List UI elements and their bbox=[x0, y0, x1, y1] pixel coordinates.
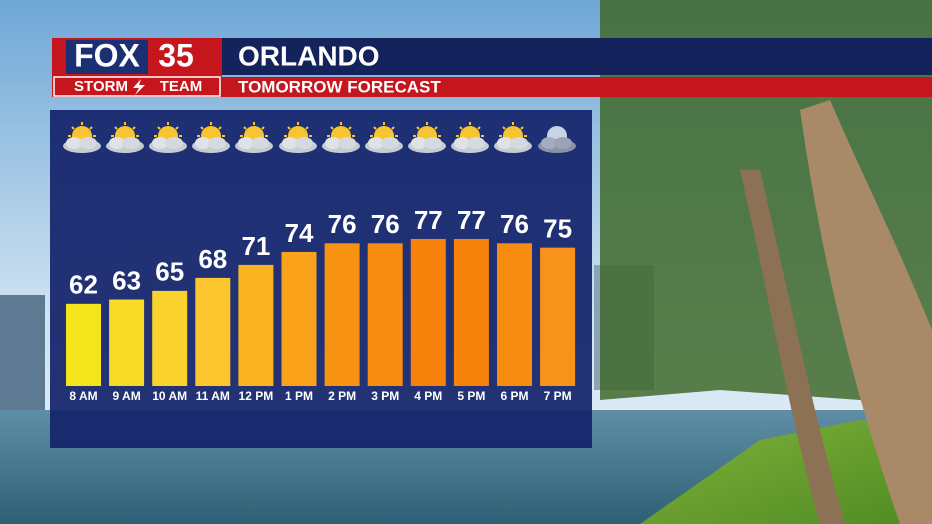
x-tick-label: 10 AM bbox=[152, 389, 187, 403]
data-label: 62 bbox=[69, 270, 98, 300]
chart-title: ORLANDO bbox=[238, 40, 380, 71]
palm-trunk bbox=[740, 170, 845, 524]
data-label: 77 bbox=[414, 205, 443, 235]
bar bbox=[109, 299, 145, 386]
data-label: 76 bbox=[500, 209, 529, 239]
logo-team: STORM bbox=[74, 78, 128, 95]
data-label: 75 bbox=[543, 213, 572, 243]
data-label: 65 bbox=[155, 257, 184, 287]
bar bbox=[324, 243, 360, 386]
logo-team-box bbox=[53, 76, 221, 97]
bar bbox=[410, 238, 446, 386]
x-tick-label: 6 PM bbox=[500, 389, 528, 403]
x-tick-label: 5 PM bbox=[457, 389, 485, 403]
logo-team: TEAM bbox=[160, 78, 203, 95]
plot: 62 8 AM 63 9 AM 65 10 AM 68 11 AM 71 12 PM 74 1 PM 7… bbox=[66, 205, 576, 403]
bar bbox=[367, 243, 403, 386]
x-tick-label: 8 AM bbox=[69, 389, 97, 403]
logo-network: FOX bbox=[74, 37, 140, 73]
x-tick-label: 2 PM bbox=[328, 389, 356, 403]
x-tick-label: 3 PM bbox=[371, 389, 399, 403]
logo-bolt bbox=[133, 79, 145, 95]
data-label: 74 bbox=[285, 218, 314, 248]
x-tick-label: 7 PM bbox=[544, 389, 572, 403]
chart-subtitle: TOMORROW FORECAST bbox=[238, 77, 441, 96]
bar bbox=[540, 247, 576, 386]
data-label: 77 bbox=[457, 205, 486, 235]
building bbox=[0, 295, 45, 415]
data-label: 71 bbox=[241, 231, 270, 261]
bar bbox=[453, 238, 489, 386]
subtitle-bar bbox=[52, 77, 932, 97]
lawn bbox=[640, 420, 932, 524]
x-tick-label: 9 AM bbox=[112, 389, 140, 403]
x-tick-label: 11 AM bbox=[196, 389, 230, 403]
bar bbox=[281, 251, 317, 386]
bar bbox=[238, 264, 274, 386]
logo-fox-box bbox=[66, 40, 148, 74]
bar bbox=[195, 277, 231, 386]
bar bbox=[497, 243, 532, 386]
data-label: 76 bbox=[328, 209, 357, 239]
data-label: 76 bbox=[371, 209, 400, 239]
x-tick-label: 4 PM bbox=[414, 389, 442, 403]
x-tick-label: 1 PM bbox=[285, 389, 313, 403]
logo-channel: 35 bbox=[158, 37, 194, 73]
data-label: 68 bbox=[198, 244, 227, 274]
x-tick-label: 12 PM bbox=[239, 389, 274, 403]
data-label: 63 bbox=[112, 265, 141, 295]
bar bbox=[66, 303, 101, 386]
palm-trunk bbox=[800, 100, 932, 524]
bar bbox=[152, 290, 188, 386]
